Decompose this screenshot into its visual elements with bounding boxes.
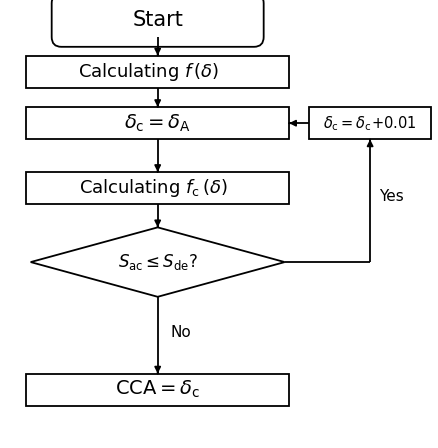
- Text: Yes: Yes: [379, 189, 404, 204]
- Text: CCA$= \delta_\mathrm{c}$: CCA$= \delta_\mathrm{c}$: [115, 379, 200, 401]
- Bar: [26, 107, 289, 139]
- Polygon shape: [31, 228, 285, 297]
- Bar: [26, 172, 289, 204]
- Text: Calculating $f_\mathrm{c}\,(\delta)$: Calculating $f_\mathrm{c}\,(\delta)$: [79, 177, 228, 199]
- Text: No: No: [171, 326, 191, 340]
- FancyBboxPatch shape: [52, 0, 264, 47]
- Text: Calculating $f\,(\delta)$: Calculating $f\,(\delta)$: [78, 60, 219, 83]
- Bar: [26, 374, 289, 406]
- Text: $\delta_\mathrm{c} = \delta_\mathrm{c}$+0.01: $\delta_\mathrm{c} = \delta_\mathrm{c}$+…: [323, 114, 417, 133]
- Bar: [26, 56, 289, 88]
- Text: $\delta_\mathrm{c} = \delta_\mathrm{A}$: $\delta_\mathrm{c} = \delta_\mathrm{A}$: [124, 112, 191, 134]
- Bar: [309, 107, 431, 139]
- Text: Start: Start: [132, 10, 183, 30]
- Text: $S_\mathrm{ac} \leq S_\mathrm{de}$?: $S_\mathrm{ac} \leq S_\mathrm{de}$?: [117, 252, 198, 272]
